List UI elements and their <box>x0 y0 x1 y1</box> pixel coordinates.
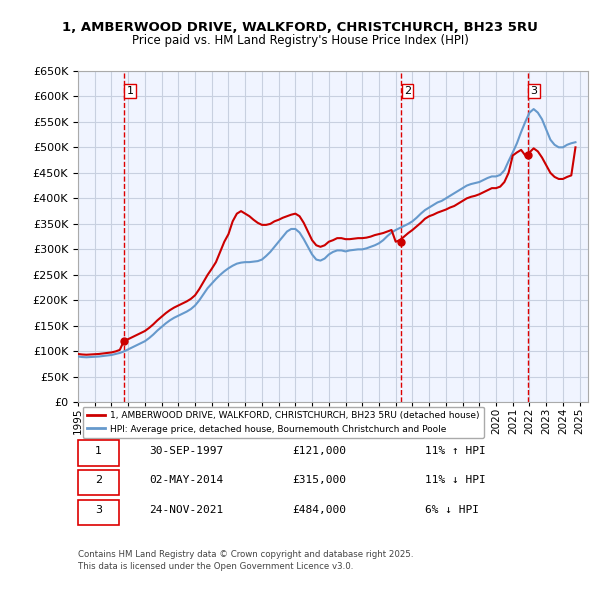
Text: 2: 2 <box>95 476 102 486</box>
Text: 30-SEP-1997: 30-SEP-1997 <box>149 445 224 455</box>
Text: 11% ↓ HPI: 11% ↓ HPI <box>425 476 485 486</box>
Text: 6% ↓ HPI: 6% ↓ HPI <box>425 505 479 515</box>
FancyBboxPatch shape <box>78 440 119 466</box>
Text: 1: 1 <box>127 86 133 96</box>
FancyBboxPatch shape <box>78 470 119 495</box>
Text: 3: 3 <box>530 86 538 96</box>
Text: £484,000: £484,000 <box>292 505 346 515</box>
Legend: 1, AMBERWOOD DRIVE, WALKFORD, CHRISTCHURCH, BH23 5RU (detached house), HPI: Aver: 1, AMBERWOOD DRIVE, WALKFORD, CHRISTCHUR… <box>83 407 484 438</box>
Text: Contains HM Land Registry data © Crown copyright and database right 2025.
This d: Contains HM Land Registry data © Crown c… <box>78 550 413 571</box>
FancyBboxPatch shape <box>78 500 119 525</box>
Text: 3: 3 <box>95 505 102 515</box>
Text: 2: 2 <box>404 86 411 96</box>
Text: £315,000: £315,000 <box>292 476 346 486</box>
Text: £121,000: £121,000 <box>292 445 346 455</box>
Text: Price paid vs. HM Land Registry's House Price Index (HPI): Price paid vs. HM Land Registry's House … <box>131 34 469 47</box>
Text: 11% ↑ HPI: 11% ↑ HPI <box>425 445 485 455</box>
Text: 1, AMBERWOOD DRIVE, WALKFORD, CHRISTCHURCH, BH23 5RU: 1, AMBERWOOD DRIVE, WALKFORD, CHRISTCHUR… <box>62 21 538 34</box>
Text: 02-MAY-2014: 02-MAY-2014 <box>149 476 224 486</box>
Text: 1: 1 <box>95 445 102 455</box>
Text: 24-NOV-2021: 24-NOV-2021 <box>149 505 224 515</box>
